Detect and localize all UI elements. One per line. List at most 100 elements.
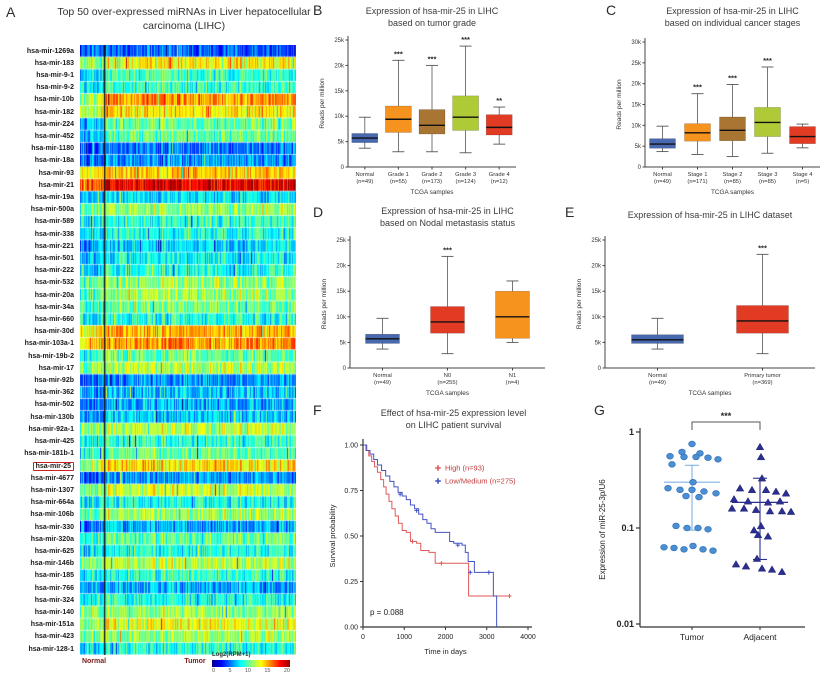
km-curve-high [363, 444, 512, 597]
heatmap-row-labels: hsa-mir-1269a hsa-mir-183 hsa-mir-9-1 hsa-m… [0, 45, 77, 655]
data-point-triangle [763, 498, 773, 506]
data-point-triangle [747, 485, 757, 493]
x-tick-label: 0 [361, 634, 365, 641]
data-point-triangle [743, 497, 753, 505]
heatmap-row-label: hsa-mir-502 [34, 401, 74, 409]
data-point-triangle [753, 530, 763, 538]
category-label: Normal [653, 172, 672, 178]
data-point-triangle [752, 554, 762, 562]
box [789, 126, 816, 144]
significance-stars: *** [758, 243, 767, 252]
data-point-triangle [739, 504, 749, 512]
colorbar-gradient [212, 660, 290, 667]
data-point-triangle [777, 567, 787, 575]
data-point-triangle [767, 565, 777, 573]
y-tick-label: 25k [591, 238, 602, 244]
data-point-triangle [771, 487, 781, 495]
chart-title: based on individual cancer stages [665, 18, 801, 28]
survival-curve: Effect of hsa-mir-25 expression level on … [328, 408, 536, 656]
category-label: Stage 4 [793, 172, 814, 178]
heatmap-row-label: hsa-mir-151a [30, 621, 74, 629]
heatmap-row-label: hsa-mir-103a-1 [24, 340, 74, 348]
y-tick-label: 20k [336, 264, 347, 270]
heatmap-row-label: hsa-mir-181b-1 [24, 450, 74, 458]
heatmap-row-label: hsa-mir-330 [34, 523, 74, 531]
data-point-circle [704, 526, 712, 533]
y-tick-label: 10k [334, 114, 345, 120]
chart-title: based on Nodal metastasis status [380, 218, 516, 228]
category-label: N0 [444, 373, 451, 379]
data-point-triangle [727, 504, 737, 512]
heatmap-row-label: hsa-mir-140 [34, 608, 74, 616]
category-n-label: (n=85) [759, 179, 776, 185]
data-point-triangle [765, 506, 775, 515]
category-n-label: (n=55) [390, 179, 407, 185]
y-tick-label: 20k [334, 63, 345, 69]
data-point-circle [682, 492, 690, 500]
y-axis-label: Survival probability [328, 504, 337, 567]
data-point-triangle [731, 560, 741, 568]
box [495, 290, 530, 339]
data-point-triangle [763, 532, 773, 540]
heatmap-row-label: hsa-mir-660 [34, 316, 74, 324]
heatmap-row-label: hsa-mir-221 [34, 242, 74, 250]
data-point-circle [680, 453, 688, 461]
heatmap-row-label: hsa-mir-224 [34, 120, 74, 128]
y-tick-label: 25k [334, 38, 345, 44]
data-point-circle [689, 478, 697, 486]
x-tick-label: 3000 [479, 634, 495, 641]
category-label: Normal [355, 172, 374, 178]
heatmap-row-label: hsa-mir-338 [34, 230, 74, 238]
y-tick-label: 20k [591, 264, 602, 270]
legend-marker [435, 465, 441, 471]
y-tick-label: 1.00 [344, 443, 358, 450]
censor-mark [397, 491, 403, 497]
x-axis-label: TCGA samples [711, 189, 754, 196]
y-tick-label: 10k [631, 123, 642, 129]
scatter-expression: 1 0.1 0.01 Expression of miR-25-3p/U6 Tumor A… [598, 411, 805, 642]
data-point-circle [672, 522, 680, 530]
heatmap-row-label: hsa-mir-130b [30, 413, 74, 421]
heatmap-row-label: hsa-mir-320a [30, 535, 74, 543]
x-tick-label: 2000 [438, 634, 454, 641]
panel-e-letter: E [565, 204, 575, 220]
heatmap-row-label: hsa-mir-18a [34, 157, 74, 165]
data-point-circle [664, 484, 672, 492]
censor-mark [507, 593, 512, 599]
box [719, 116, 746, 141]
heatmap-row-label: hsa-mir-146b [30, 560, 74, 568]
data-point-circle [694, 524, 702, 532]
x-axis-label: TCGA samples [411, 189, 454, 196]
highlighted-row-label: hsa-mir-25 [32, 461, 74, 471]
y-tick-label: 25k [336, 238, 347, 244]
panel-g-letter: G [594, 402, 605, 418]
x-axis-label: TCGA samples [689, 390, 732, 397]
chart-title: Effect of hsa-mir-25 expression level [381, 408, 526, 418]
category-n-label: (n=369) [752, 380, 772, 386]
boxplot-lihc-dataset: Expression of hsa-mir-25 in LIHC dataset… [576, 210, 815, 397]
y-tick-label: 0.1 [621, 523, 634, 533]
category-n-label: (n=85) [724, 179, 741, 185]
heatmap-row-label: hsa-mir-185 [34, 572, 74, 580]
heatmap-row-label: hsa-mir-425 [34, 438, 74, 446]
heatmap-row-label: hsa-mir-19b-2 [28, 352, 74, 360]
legend-label: Low/Medium (n=275) [445, 477, 516, 486]
heatmap-row-label: hsa-mir-182 [34, 108, 74, 116]
y-tick-label: 15k [631, 103, 642, 109]
y-axis-label: Reads per million [319, 78, 326, 129]
heatmap-row-label: hsa-mir-21 [38, 181, 74, 189]
heatmap-row-label: hsa-mir-4677 [30, 474, 74, 482]
y-tick-label: 15k [334, 89, 345, 95]
heatmap-row-label: hsa-mir-25 [0, 460, 77, 472]
data-point-circle [700, 488, 708, 495]
heatmap-row-label: hsa-mir-92b [34, 377, 74, 385]
y-tick-label: 10k [336, 315, 347, 321]
category-n-label: (n=49) [649, 380, 666, 386]
y-axis-label: Reads per million [321, 279, 328, 330]
data-point-triangle [777, 506, 787, 515]
box [485, 114, 513, 136]
box [430, 306, 465, 334]
y-tick-label: 0.25 [344, 579, 358, 586]
heatmap-row-label: hsa-mir-106b [30, 511, 74, 519]
